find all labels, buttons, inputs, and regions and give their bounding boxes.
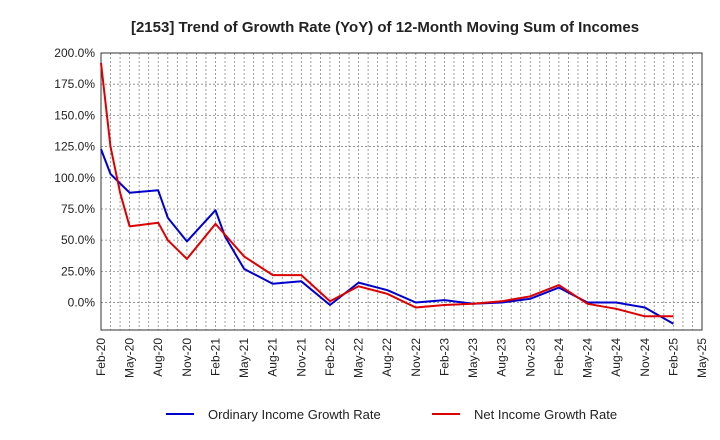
y-tick-label: 175.0% <box>54 77 95 91</box>
x-tick-label: May-23 <box>466 338 480 378</box>
x-tick-label: Nov-23 <box>523 338 537 377</box>
x-tick-label: Nov-20 <box>180 338 194 377</box>
legend: Ordinary Income Growth Rate Net Income Gr… <box>166 407 617 422</box>
x-tick-label: Aug-20 <box>151 338 165 377</box>
x-tick-label: Aug-24 <box>609 338 623 377</box>
legend-label: Ordinary Income Growth Rate <box>208 407 381 422</box>
y-tick-label: 200.0% <box>54 46 95 60</box>
x-tick-label: May-20 <box>123 338 137 378</box>
x-tick-label: Feb-25 <box>666 338 680 376</box>
y-tick-label: 100.0% <box>54 171 95 185</box>
grid-lines <box>100 52 703 330</box>
x-tick-label: Aug-23 <box>495 338 509 377</box>
x-tick-label: May-24 <box>581 338 595 378</box>
y-axis-ticks: 0.0% 25.0% 50.0% 75.0% 100.0% 125.0% 150.0% 175… <box>54 46 95 310</box>
x-axis-ticks: Feb-20 May-20 Aug-20 Nov-20 Feb-21 May-21 Aug-… <box>94 338 709 378</box>
x-tick-label: Nov-22 <box>409 338 423 377</box>
y-tick-label: 125.0% <box>54 140 95 154</box>
y-tick-label: 50.0% <box>61 233 95 247</box>
x-tick-label: May-22 <box>352 338 366 378</box>
x-tick-label: Feb-20 <box>94 338 108 376</box>
y-tick-label: 0.0% <box>68 296 96 310</box>
x-tick-label: Nov-21 <box>294 338 308 377</box>
x-tick-label: Feb-23 <box>437 338 451 376</box>
y-tick-label: 25.0% <box>61 264 95 278</box>
x-tick-label: Feb-22 <box>323 338 337 376</box>
y-tick-label: 75.0% <box>61 202 95 216</box>
series-line-net-income <box>100 62 674 318</box>
x-tick-label: Nov-24 <box>638 338 652 377</box>
series-lines <box>100 62 674 325</box>
legend-label: Net Income Growth Rate <box>474 407 617 422</box>
x-tick-label: Feb-24 <box>552 338 566 376</box>
x-tick-label: May-25 <box>695 338 709 378</box>
x-tick-label: Aug-22 <box>380 338 394 377</box>
plot-frame <box>100 52 703 331</box>
x-tick-label: Aug-21 <box>266 338 280 377</box>
x-tick-label: Feb-21 <box>208 338 222 376</box>
chart-title: [2153] Trend of Growth Rate (YoY) of 12-… <box>131 19 639 36</box>
x-tick-label: May-21 <box>237 338 251 378</box>
y-tick-label: 150.0% <box>54 108 95 122</box>
